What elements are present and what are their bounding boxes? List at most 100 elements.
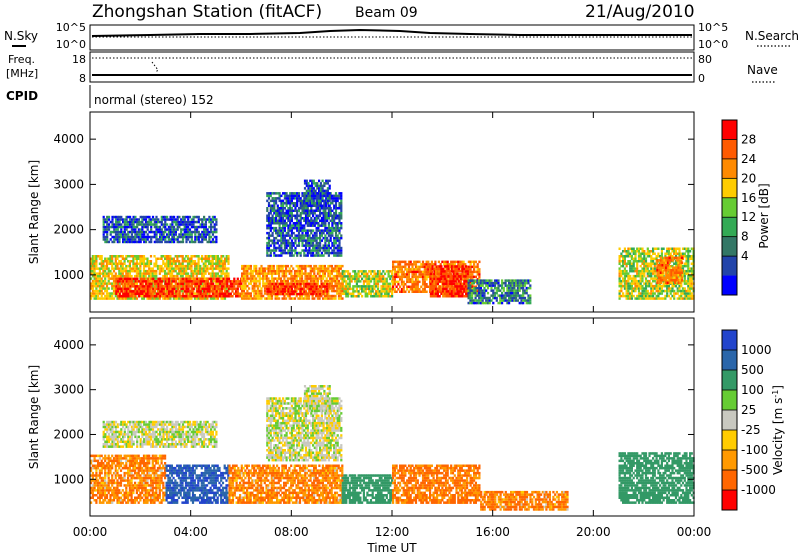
- heatmap-cell: [456, 282, 459, 286]
- heatmap-cell: [467, 284, 470, 287]
- heatmap-cell: [190, 290, 194, 293]
- heatmap-cell: [347, 295, 350, 298]
- heatmap-cell: [490, 286, 493, 290]
- heatmap-cell: [269, 282, 272, 286]
- heatmap-cell: [212, 282, 215, 286]
- heatmap-cell: [148, 290, 151, 293]
- heatmap-cell: [208, 260, 211, 263]
- heatmap-cell: [241, 277, 244, 280]
- heatmap-cell: [312, 282, 315, 286]
- heatmap-cell: [146, 215, 149, 219]
- heatmap-cell: [399, 260, 402, 264]
- heatmap-cell: [479, 279, 482, 282]
- heatmap-cell: [469, 294, 472, 297]
- heatmap-cell: [436, 265, 439, 268]
- heatmap-cell: [290, 292, 293, 296]
- heatmap-cell: [299, 277, 302, 280]
- heatmap-cell: [222, 295, 225, 298]
- heatmap-cell: [458, 260, 462, 264]
- heatmap-cell: [354, 295, 357, 298]
- heatmap-cell: [434, 260, 437, 264]
- heatmap-cell: [354, 280, 357, 283]
- heatmap-cell: [329, 294, 332, 298]
- heatmap-cell: [109, 225, 112, 229]
- heatmap-cell: [164, 225, 167, 229]
- heatmap-cell: [511, 281, 514, 285]
- heatmap-cell: [627, 272, 630, 275]
- heatmap-cell: [118, 277, 121, 281]
- heatmap-cell: [329, 297, 332, 300]
- heatmap-cell: [515, 289, 518, 292]
- heatmap-cell: [652, 277, 655, 280]
- heatmap-cell: [132, 282, 135, 286]
- heatmap-cell: [211, 272, 214, 275]
- heatmap-cell: [225, 287, 228, 290]
- heatmap-cell: [160, 257, 163, 260]
- heatmap-cell: [188, 274, 191, 278]
- heatmap-cell: [513, 284, 516, 287]
- heatmap-cell: [297, 292, 301, 296]
- heatmap-cell: [383, 277, 387, 281]
- heatmap-cell: [300, 269, 304, 273]
- heatmap-cell: [218, 260, 221, 263]
- heatmap-cell: [136, 280, 139, 283]
- heatmap-cell: [171, 220, 174, 224]
- heatmap-cell: [669, 287, 672, 290]
- heatmap-cell: [440, 287, 443, 291]
- heatmap-cell: [300, 264, 304, 268]
- heatmap-cell: [148, 218, 151, 221]
- heatmap-cell: [520, 301, 523, 305]
- heatmap-cell: [665, 264, 668, 267]
- heatmap-cell: [134, 220, 137, 224]
- heatmap-cell: [167, 264, 170, 268]
- heatmap-cell: [663, 279, 666, 282]
- heatmap-cell: [341, 270, 344, 273]
- heatmap-cell: [202, 297, 205, 300]
- heatmap-cell: [488, 279, 491, 282]
- heatmap-cell: [107, 218, 111, 221]
- heatmap-cell: [141, 292, 144, 295]
- heatmap-cell: [492, 296, 495, 300]
- heatmap-cell: [197, 262, 200, 265]
- heatmap-cell: [192, 292, 195, 295]
- heatmap-cell: [209, 297, 212, 300]
- heatmap-cell: [244, 284, 247, 288]
- heatmap-cell: [179, 272, 182, 275]
- heatmap-cell: [459, 280, 462, 283]
- heatmap-cell: [292, 277, 295, 280]
- heatmap-cell: [315, 285, 318, 288]
- heatmap-cell: [139, 269, 142, 273]
- heatmap-cell: [380, 275, 383, 278]
- heatmap-cell: [457, 285, 461, 288]
- heatmap-cell: [443, 287, 446, 291]
- heatmap-cell: [128, 262, 131, 265]
- heatmap-cell: [643, 282, 646, 285]
- heatmap-cell: [643, 267, 646, 270]
- heatmap-cell: [204, 220, 207, 224]
- heatmap-cell: [193, 292, 197, 295]
- heatmap-cell: [478, 284, 481, 287]
- heatmap-cell: [95, 272, 98, 275]
- heatmap-cell: [125, 233, 128, 236]
- heatmap-cell: [155, 287, 158, 291]
- heatmap-cell: [350, 292, 353, 295]
- heatmap-cell: [162, 238, 165, 241]
- heatmap-cell: [91, 269, 94, 273]
- heatmap-cell: [445, 270, 448, 273]
- heatmap-cell: [425, 268, 428, 271]
- heatmap-cell: [313, 264, 316, 268]
- heatmap-cell: [450, 292, 454, 295]
- heatmap-cell: [285, 267, 288, 270]
- heatmap-cell: [300, 274, 304, 278]
- heatmap-cell: [120, 225, 123, 229]
- heatmap-cell: [141, 228, 144, 231]
- heatmap-cell: [620, 287, 623, 290]
- heatmap-cell: [197, 218, 200, 221]
- heatmap-cell: [341, 292, 344, 295]
- heatmap-cell: [525, 291, 528, 295]
- heatmap-cell: [674, 255, 678, 258]
- heatmap-cell: [474, 301, 477, 305]
- heatmap-cell: [212, 292, 215, 295]
- heatmap-cell: [185, 277, 188, 281]
- heatmap-cell: [466, 267, 469, 271]
